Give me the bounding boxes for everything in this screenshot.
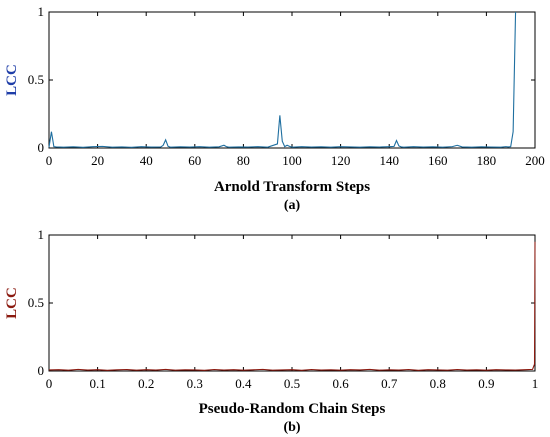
y-ticks-b: 00.51 bbox=[28, 227, 535, 378]
x-tick-label: 1 bbox=[532, 376, 539, 391]
x-axis-label-b: Pseudo-Random Chain Steps bbox=[199, 401, 386, 417]
y-tick-label: 0 bbox=[38, 363, 45, 378]
y-axis-label-b: LCC bbox=[4, 287, 20, 319]
x-tick-label: 40 bbox=[140, 153, 153, 168]
x-tick-label: 0.6 bbox=[332, 376, 349, 391]
x-tick-label: 0 bbox=[46, 376, 53, 391]
x-tick-label: 160 bbox=[428, 153, 448, 168]
x-axis-label-a: Arnold Transform Steps bbox=[214, 179, 370, 195]
panel-caption-a: (a) bbox=[284, 198, 301, 213]
plot-area-b bbox=[48, 234, 536, 372]
y-tick-label: 0.5 bbox=[28, 72, 44, 87]
x-tick-label: 180 bbox=[477, 153, 497, 168]
y-tick-label: 1 bbox=[38, 227, 45, 242]
chart-panel-b: LCC 0 0.1 0.2 0.3 0.4 0.5 0.6 0.7 0.8 0.9 1 00.51 … bbox=[4, 227, 538, 435]
series-line-a bbox=[48, 11, 517, 148]
x-tick-label: 100 bbox=[282, 153, 302, 168]
x-tick-label: 0 bbox=[46, 153, 53, 168]
x-ticks-a: 0 20 40 60 80 100 120 140 160 180 200 bbox=[46, 12, 545, 168]
x-tick-label: 0.1 bbox=[89, 376, 105, 391]
plot-area-a bbox=[48, 11, 536, 149]
x-tick-label: 120 bbox=[331, 153, 351, 168]
x-ticks-b: 0 0.1 0.2 0.3 0.4 0.5 0.6 0.7 0.8 0.9 1 bbox=[46, 235, 539, 391]
x-tick-label: 20 bbox=[91, 153, 104, 168]
panel-caption-b: (b) bbox=[283, 420, 300, 435]
y-tick-label: 0 bbox=[38, 140, 45, 155]
x-tick-label: 0.4 bbox=[235, 376, 252, 391]
x-tick-label: 0.9 bbox=[478, 376, 494, 391]
x-tick-label: 0.2 bbox=[138, 376, 154, 391]
x-tick-label: 140 bbox=[379, 153, 399, 168]
x-tick-label: 0.8 bbox=[430, 376, 446, 391]
series-line-b bbox=[48, 241, 536, 371]
chart-panel-a: LCC 0 20 40 60 80 100 120 140 160 180 200 00.51 Ar… bbox=[4, 4, 545, 213]
x-tick-label: 60 bbox=[188, 153, 201, 168]
y-ticks-a: 00.51 bbox=[28, 4, 535, 155]
y-axis-label-a: LCC bbox=[4, 64, 20, 96]
x-tick-label: 0.5 bbox=[284, 376, 300, 391]
x-tick-label: 200 bbox=[525, 153, 545, 168]
y-tick-label: 0.5 bbox=[28, 295, 44, 310]
x-tick-label: 80 bbox=[237, 153, 250, 168]
y-tick-label: 1 bbox=[38, 4, 45, 19]
x-tick-label: 0.3 bbox=[187, 376, 203, 391]
x-tick-label: 0.7 bbox=[381, 376, 398, 391]
